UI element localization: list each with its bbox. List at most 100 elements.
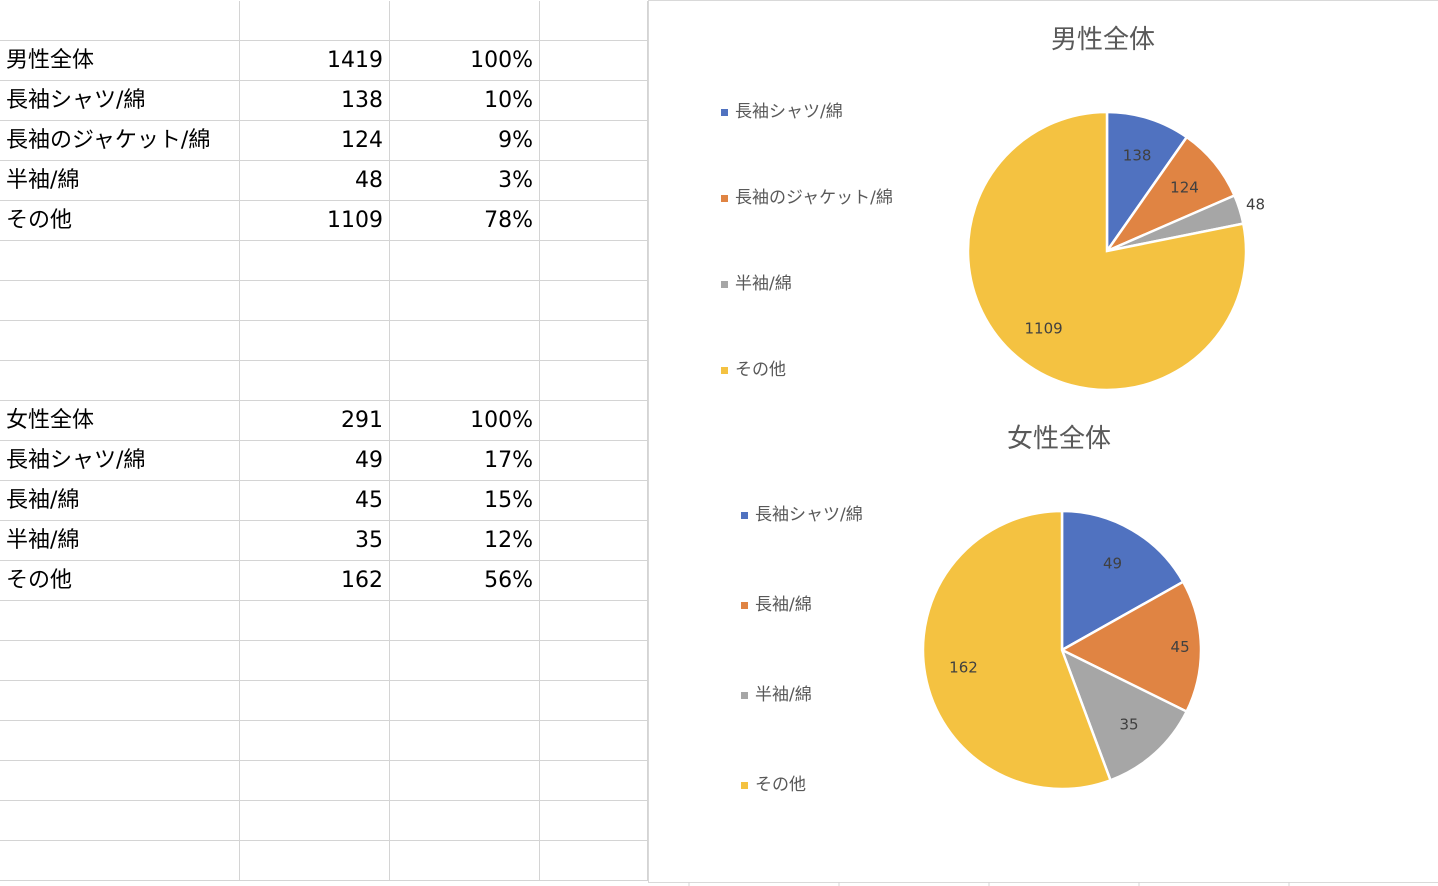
empty-cell[interactable] [390,361,540,401]
empty-cell[interactable] [540,361,648,401]
percent-cell[interactable]: 3% [390,161,540,201]
count-cell[interactable]: 35 [240,521,390,561]
empty-cell[interactable] [540,281,648,321]
spreadsheet-grid[interactable]: 男性全体 1419 100% 長袖シャツ/綿 138 10% 長袖のジャケット/綿 124 9%… [0,0,648,886]
empty-cell[interactable] [390,241,540,281]
empty-cell[interactable] [240,281,390,321]
empty-cell[interactable] [390,801,540,841]
empty-cell[interactable] [0,601,240,641]
empty-cell[interactable] [540,1,648,41]
pie-slice[interactable] [921,509,1113,791]
empty-cell[interactable] [0,721,240,761]
percent-cell[interactable]: 56% [390,561,540,601]
pie-slice[interactable] [1059,580,1203,714]
pie-chart-women[interactable]: 女性全体 長袖シャツ/綿 長袖/綿 半袖/綿 その他 49 45 35 162 [648,400,1438,883]
empty-cell[interactable] [390,321,540,361]
legend-swatch [721,108,728,116]
empty-cell[interactable] [0,1,240,41]
empty-cell[interactable] [540,561,648,601]
empty-cell[interactable] [240,321,390,361]
percent-cell[interactable]: 100% [390,401,540,441]
empty-cell[interactable] [240,681,390,721]
row-label-cell[interactable]: その他 [0,201,240,241]
empty-cell[interactable] [540,761,648,801]
empty-cell[interactable] [0,361,240,401]
percent-cell[interactable]: 12% [390,521,540,561]
empty-cell[interactable] [240,801,390,841]
empty-cell[interactable] [540,161,648,201]
percent-cell[interactable]: 9% [390,121,540,161]
row-label-cell[interactable]: 半袖/綿 [0,521,240,561]
empty-cell[interactable] [390,681,540,721]
row-label-cell[interactable]: その他 [0,561,240,601]
empty-cell[interactable] [540,521,648,561]
empty-cell[interactable] [0,681,240,721]
row-label-cell[interactable]: 長袖のジャケット/綿 [0,121,240,161]
empty-cell[interactable] [240,841,390,881]
empty-cell[interactable] [240,721,390,761]
empty-cell[interactable] [390,761,540,801]
empty-cell[interactable] [390,281,540,321]
row-label-cell[interactable]: 女性全体 [0,401,240,441]
count-cell[interactable]: 45 [240,481,390,521]
empty-cell[interactable] [0,641,240,681]
row-label-cell[interactable]: 半袖/綿 [0,161,240,201]
pie-slice[interactable] [1105,110,1189,255]
empty-cell[interactable] [0,241,240,281]
empty-cell[interactable] [0,761,240,801]
pie-slice[interactable] [1059,647,1189,782]
count-cell[interactable]: 124 [240,121,390,161]
count-cell[interactable]: 162 [240,561,390,601]
percent-cell[interactable]: 15% [390,481,540,521]
count-cell[interactable]: 1109 [240,201,390,241]
legend-label: 長袖のジャケット/綿 [735,188,893,208]
empty-cell[interactable] [240,241,390,281]
count-cell[interactable]: 49 [240,441,390,481]
empty-cell[interactable] [540,441,648,481]
count-cell[interactable]: 138 [240,81,390,121]
row-label-cell[interactable]: 長袖シャツ/綿 [0,441,240,481]
empty-cell[interactable] [0,281,240,321]
pie-slice[interactable] [1060,509,1185,653]
percent-cell[interactable]: 10% [390,81,540,121]
empty-cell[interactable] [540,41,648,81]
legend-label: その他 [755,775,806,795]
count-cell[interactable]: 291 [240,401,390,441]
empty-cell[interactable] [540,321,648,361]
empty-cell[interactable] [540,681,648,721]
empty-cell[interactable] [540,81,648,121]
empty-cell[interactable] [0,321,240,361]
empty-cell[interactable] [0,801,240,841]
empty-cell[interactable] [240,761,390,801]
empty-cell[interactable] [390,601,540,641]
empty-cell[interactable] [390,721,540,761]
empty-cell[interactable] [540,841,648,881]
empty-cell[interactable] [240,601,390,641]
pie-slice[interactable] [966,110,1248,392]
empty-cell[interactable] [240,1,390,41]
empty-cell[interactable] [240,641,390,681]
empty-cell[interactable] [540,401,648,441]
empty-cell[interactable] [540,801,648,841]
row-label-cell[interactable]: 長袖シャツ/綿 [0,81,240,121]
pie-chart-men[interactable]: 男性全体 長袖シャツ/綿 長袖のジャケット/綿 半袖/綿 その他 138 124 4… [648,0,1438,402]
percent-cell[interactable]: 78% [390,201,540,241]
empty-cell[interactable] [540,641,648,681]
empty-cell[interactable] [540,121,648,161]
empty-cell[interactable] [390,841,540,881]
empty-cell[interactable] [390,1,540,41]
empty-cell[interactable] [240,361,390,401]
empty-cell[interactable] [0,841,240,881]
empty-cell[interactable] [540,201,648,241]
empty-cell[interactable] [390,641,540,681]
percent-cell[interactable]: 100% [390,41,540,81]
count-cell[interactable]: 48 [240,161,390,201]
row-label-cell[interactable]: 長袖/綿 [0,481,240,521]
count-cell[interactable]: 1419 [240,41,390,81]
empty-cell[interactable] [540,601,648,641]
empty-cell[interactable] [540,481,648,521]
percent-cell[interactable]: 17% [390,441,540,481]
empty-cell[interactable] [540,721,648,761]
row-label-cell[interactable]: 男性全体 [0,41,240,81]
empty-cell[interactable] [540,241,648,281]
